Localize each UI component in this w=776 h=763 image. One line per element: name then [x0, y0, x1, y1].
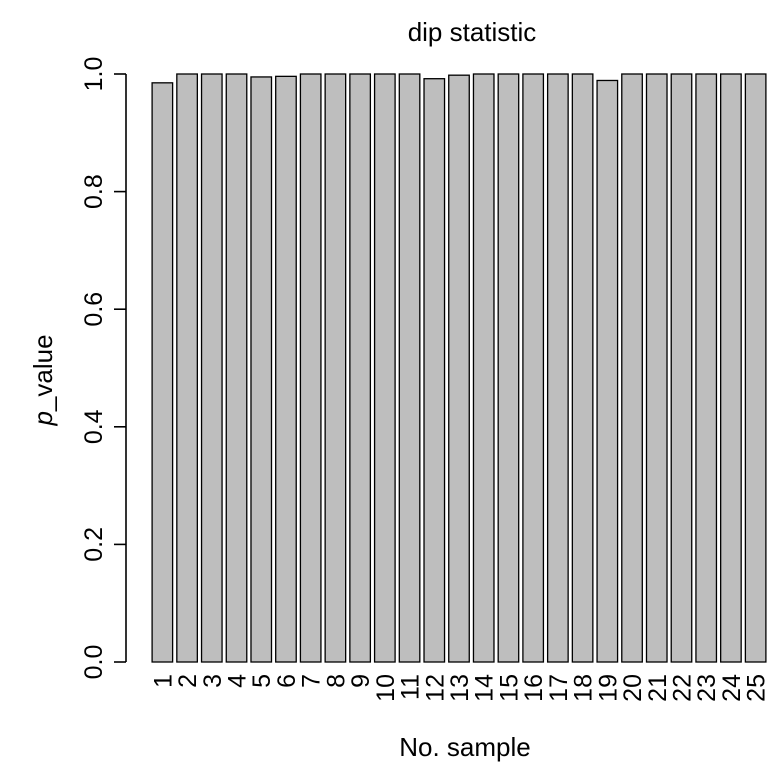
x-axis-label: No. sample: [399, 732, 531, 762]
x-tick-label-3: 3: [199, 674, 227, 688]
bar-23: [695, 73, 718, 663]
x-tick-label-11: 11: [397, 674, 425, 700]
x-tick-label-19: 19: [594, 674, 622, 702]
bar-17: [546, 73, 569, 663]
x-tick-label-17: 17: [545, 674, 573, 702]
y-axis-label-italic: p: [28, 411, 58, 426]
y-tick-label-0.4: 0.4: [80, 409, 108, 444]
y-tick-label-0.8: 0.8: [80, 174, 108, 209]
x-tick-label-13: 13: [446, 674, 474, 702]
bar-4: [225, 73, 248, 663]
bar-9: [349, 73, 372, 663]
bar-3: [200, 73, 223, 663]
x-tick-label-7: 7: [298, 674, 326, 688]
bars-group: [151, 73, 767, 663]
x-tick-label-2: 2: [174, 674, 202, 688]
x-tick-label-20: 20: [619, 674, 647, 702]
bar-10: [373, 73, 396, 663]
bar-1: [151, 82, 174, 663]
y-tick-label-1.0: 1.0: [80, 57, 108, 92]
bar-20: [621, 73, 643, 663]
bar-18: [571, 73, 594, 663]
bar-25: [744, 73, 767, 663]
y-tick-label-0.2: 0.2: [80, 527, 108, 562]
bar-24: [720, 73, 742, 663]
x-tick-label-23: 23: [693, 674, 721, 702]
bar-15: [497, 73, 520, 663]
bar-12: [423, 78, 446, 663]
x-tick-label-21: 21: [644, 674, 672, 702]
bar-19: [596, 79, 619, 663]
x-tick-label-16: 16: [520, 674, 548, 702]
x-tick-label-22: 22: [668, 674, 696, 702]
y-tick-label-0.0: 0.0: [80, 645, 108, 680]
bar-16: [522, 73, 545, 663]
y-axis: 0.0 0.2 0.4 0.6 0.8 1.0: [80, 57, 127, 680]
bar-22: [670, 73, 693, 663]
bar-13: [448, 74, 470, 663]
x-tick-label-1: 1: [149, 674, 177, 688]
x-tick-label-24: 24: [718, 674, 746, 702]
y-axis-label-rest: _value: [28, 334, 58, 412]
bar-11: [398, 73, 421, 663]
x-tick-label-14: 14: [471, 674, 499, 702]
x-tick-label-8: 8: [322, 674, 350, 688]
chart-title: dip statistic: [408, 17, 537, 47]
x-tick-label-4: 4: [224, 674, 252, 688]
bar-7: [299, 73, 322, 663]
x-tick-label-18: 18: [570, 674, 598, 702]
x-tick-label-10: 10: [372, 674, 400, 702]
bar-5: [250, 76, 273, 663]
x-tick-label-6: 6: [273, 674, 301, 688]
bar-2: [176, 73, 198, 663]
bar-8: [324, 73, 347, 663]
x-tick-labels: 1234567891011121314151617181920212223242…: [149, 674, 770, 702]
bar-14: [472, 73, 495, 663]
bar-6: [275, 75, 297, 663]
x-tick-label-25: 25: [743, 674, 771, 702]
x-tick-label-5: 5: [248, 674, 276, 688]
x-tick-label-12: 12: [421, 674, 449, 702]
y-axis-label: p_value: [28, 334, 58, 426]
bar-21: [645, 73, 668, 663]
x-tick-label-9: 9: [347, 674, 375, 688]
x-tick-label-15: 15: [495, 674, 523, 702]
y-tick-label-0.6: 0.6: [80, 292, 108, 327]
